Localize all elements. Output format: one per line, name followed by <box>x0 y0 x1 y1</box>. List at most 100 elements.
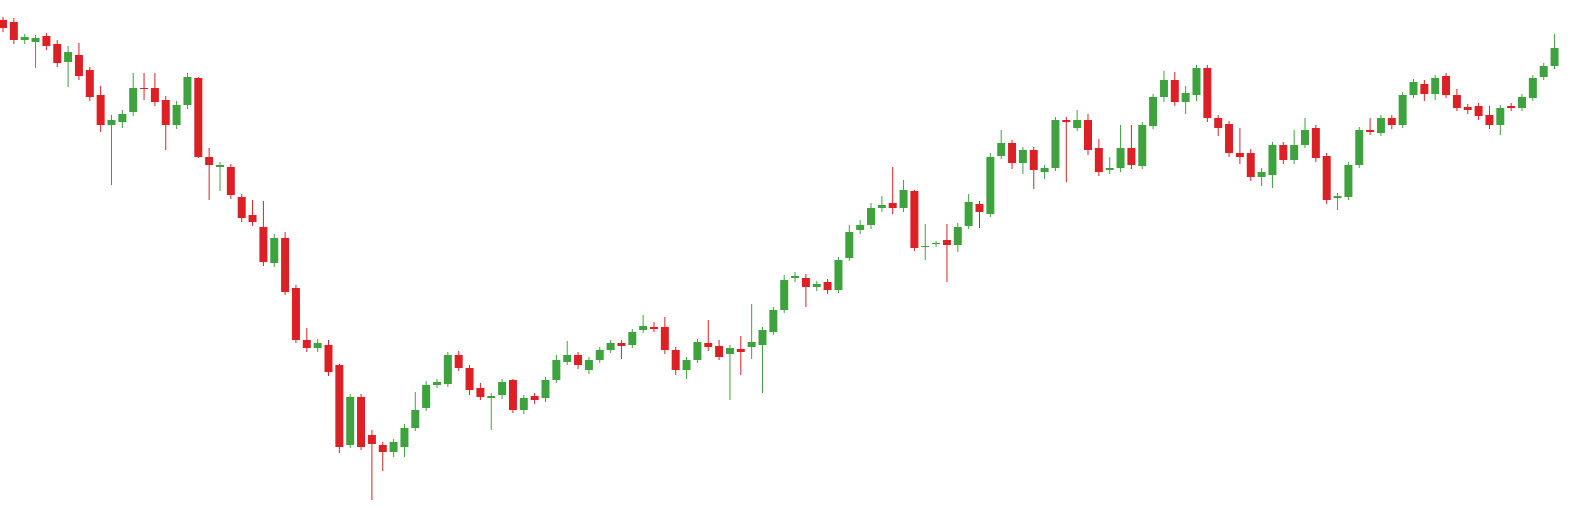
candle-body <box>552 360 561 380</box>
candle-body <box>921 246 930 247</box>
candle-body <box>1268 145 1277 175</box>
candle-body <box>1344 165 1353 197</box>
candle-body <box>498 382 507 395</box>
candle-body <box>997 143 1006 156</box>
candle-body <box>563 355 572 362</box>
candle-body <box>671 350 680 370</box>
candle-body <box>736 349 745 352</box>
candle-body <box>281 238 290 292</box>
candle-body <box>1442 76 1451 95</box>
candle-body <box>118 114 127 122</box>
candle-body <box>411 410 420 428</box>
candle-body <box>378 445 387 452</box>
candle-body <box>1355 130 1364 165</box>
candle-body <box>42 36 51 46</box>
candle-body <box>1257 172 1266 177</box>
candle-body <box>530 396 539 400</box>
candle-body <box>574 355 583 365</box>
candle-body <box>96 95 105 125</box>
candle-body <box>1073 120 1082 128</box>
candle-body <box>725 348 734 354</box>
candle-body <box>1518 97 1526 108</box>
candle-body <box>791 276 800 278</box>
candle-body <box>1040 168 1049 172</box>
candle-body <box>20 37 29 40</box>
candle-body <box>205 157 214 165</box>
candle-body <box>715 346 724 357</box>
candle-body <box>1387 118 1396 125</box>
candle-body <box>367 435 376 444</box>
candle-body <box>433 382 441 385</box>
candle-body <box>150 88 159 102</box>
candle-body <box>519 398 528 410</box>
candle-body <box>888 203 897 208</box>
candle-body <box>867 208 875 225</box>
candle-body <box>660 327 669 350</box>
candle-body <box>1474 106 1483 116</box>
candle-body <box>85 70 94 97</box>
candle-body <box>357 397 366 447</box>
candle-body <box>335 365 344 447</box>
candle-body <box>465 368 474 390</box>
candle-body <box>899 190 908 208</box>
candle-body <box>650 327 658 329</box>
candle-body <box>1008 143 1017 163</box>
candle-body <box>1322 156 1331 200</box>
candle-body <box>1214 118 1223 128</box>
candle-body <box>1138 125 1147 166</box>
candle-body <box>1192 68 1201 95</box>
candle-body <box>1496 108 1505 125</box>
candle-body <box>693 342 702 360</box>
candle-body <box>704 343 713 347</box>
candle-body <box>161 100 170 125</box>
candle-body <box>476 388 485 397</box>
candle-body <box>780 280 789 310</box>
candle-body <box>769 310 778 332</box>
candle-body <box>1398 95 1407 125</box>
candle-body <box>302 340 311 348</box>
candle-body <box>1235 153 1244 157</box>
candle-body <box>801 278 810 287</box>
candle-body <box>541 380 550 398</box>
candle-body <box>1301 130 1309 145</box>
candle-body <box>454 355 463 368</box>
candle-body <box>1225 124 1234 153</box>
candle-body <box>910 191 919 248</box>
candle-body <box>1463 107 1472 110</box>
candle-body <box>877 205 886 208</box>
candle-body <box>389 442 398 452</box>
candle-body <box>1159 80 1168 97</box>
candle-body <box>628 332 637 345</box>
candle-body <box>758 330 767 345</box>
candle-body <box>1409 82 1418 95</box>
candle-body <box>216 165 224 167</box>
candle-body <box>346 397 355 445</box>
candle-body <box>747 342 756 347</box>
candle-body <box>129 88 138 112</box>
candle-body <box>487 396 496 398</box>
candle-body <box>1290 145 1299 160</box>
candle-body <box>1366 130 1375 132</box>
candle-body <box>964 202 973 226</box>
candle-body <box>422 385 431 408</box>
candle-body <box>617 343 626 346</box>
candle-body <box>1246 153 1255 177</box>
candle-body <box>508 380 517 410</box>
candle-body <box>1452 95 1461 108</box>
candle-body <box>107 120 116 125</box>
candle-body <box>313 343 322 348</box>
candle-body <box>74 55 83 76</box>
candle-body <box>986 157 995 214</box>
candle-body <box>1279 145 1288 160</box>
candle-body <box>1181 93 1190 102</box>
candle-body <box>1105 168 1114 170</box>
candle-body <box>9 22 18 40</box>
candle-body <box>1149 97 1158 126</box>
candle-body <box>1485 115 1494 125</box>
candle-body <box>932 243 941 244</box>
candle-body <box>845 232 854 258</box>
candle-body <box>1420 84 1429 94</box>
candle-body <box>53 44 62 63</box>
